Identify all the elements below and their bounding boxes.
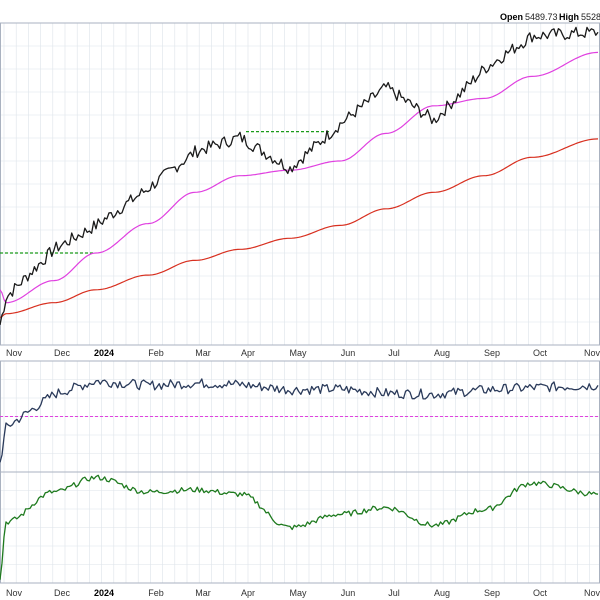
x-axis-tick-label: Sep [484, 348, 500, 358]
x-axis-tick-label: 2024 [94, 348, 114, 358]
x-axis-tick-label: Nov [6, 348, 23, 358]
oscillator-panel-2 [0, 471, 600, 584]
x-axis-tick-label: Oct [533, 588, 548, 598]
oscillator-1-line [0, 378, 599, 463]
price-line [0, 26, 599, 326]
long-moving-average-line [0, 138, 599, 318]
x-axis-tick-label: Aug [434, 588, 450, 598]
open-value: 5489.73 [525, 12, 558, 22]
x-axis-tick-label: Feb [148, 588, 164, 598]
x-axis-tick-label: Jul [388, 588, 400, 598]
x-axis-top: Nov Dec 2024 Feb Mar Apr May Jun Jul Aug Sep Oct Nov [6, 348, 600, 358]
short-moving-average-line [0, 51, 599, 304]
x-axis-tick-label: Dec [54, 348, 71, 358]
ohlc-header: Open 5489.73 High 5528. [500, 12, 600, 22]
x-axis-tick-label: 2024 [94, 588, 114, 598]
price-panel [0, 22, 600, 346]
x-axis-tick-label: Sep [484, 588, 500, 598]
x-axis-tick-label: Mar [195, 348, 211, 358]
high-value: 5528. [581, 12, 600, 22]
x-axis-tick-label: Dec [54, 588, 71, 598]
x-axis-tick-label: Aug [434, 348, 450, 358]
x-axis-tick-label: Nov [584, 348, 600, 358]
x-axis-tick-label: Mar [195, 588, 211, 598]
x-axis-tick-label: Jul [388, 348, 400, 358]
x-axis-tick-label: Nov [6, 588, 23, 598]
x-axis-bottom: Nov Dec 2024 Feb Mar Apr May Jun Jul Aug Sep Oct Nov [6, 588, 600, 598]
x-axis-tick-label: May [289, 348, 307, 358]
x-axis-tick-label: Jun [341, 588, 356, 598]
x-axis-tick-label: Apr [241, 348, 255, 358]
x-axis-tick-label: Feb [148, 348, 164, 358]
x-axis-tick-label: Oct [533, 348, 548, 358]
high-label: High [559, 12, 579, 22]
oscillator-2-line [0, 474, 599, 580]
x-axis-tick-label: Jun [341, 348, 356, 358]
x-axis-tick-label: Nov [584, 588, 600, 598]
open-label: Open [500, 12, 523, 22]
x-axis-tick-label: Apr [241, 588, 255, 598]
x-axis-tick-label: May [289, 588, 307, 598]
oscillator-panel-1 [0, 360, 600, 473]
